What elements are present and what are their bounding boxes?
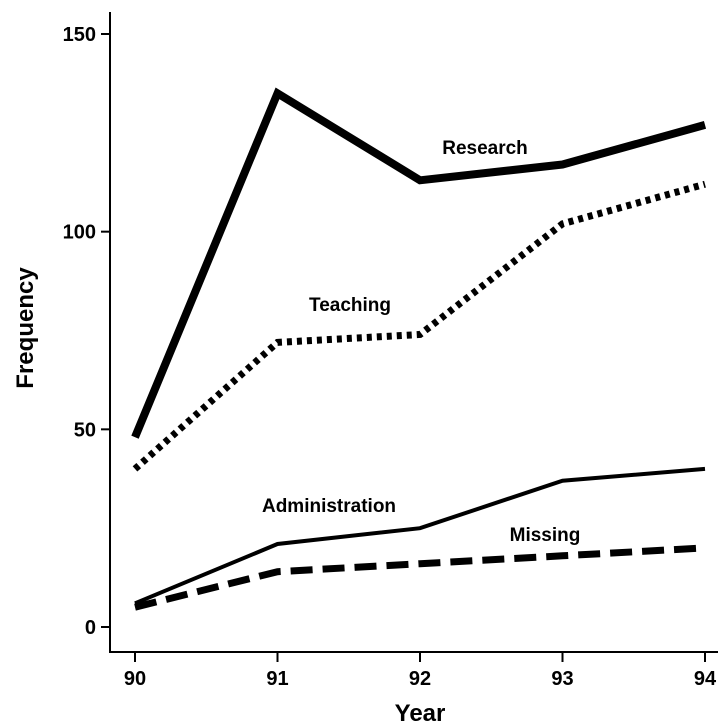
series-label-administration: Administration: [262, 496, 396, 517]
y-ticks: 0 50 100 150: [63, 24, 110, 639]
x-tick-label: 94: [694, 668, 717, 690]
series-labels: Research Teaching Administration Missing: [262, 138, 580, 546]
y-tick-label: 100: [63, 222, 96, 244]
series-line-administration: [134, 466, 706, 606]
series-line-teaching: [132, 180, 706, 472]
y-axis-title: Frequency: [12, 267, 39, 389]
y-tick-label: 50: [74, 419, 96, 441]
axes: [109, 12, 718, 653]
y-tick-label: 150: [63, 24, 96, 46]
x-tick-label: 91: [266, 668, 288, 690]
x-tick-label: 92: [409, 668, 431, 690]
series-line-research: [131, 87, 707, 439]
x-tick-label: 90: [124, 668, 146, 690]
x-tick-label: 93: [551, 668, 573, 690]
series-label-research: Research: [442, 138, 528, 159]
series-label-teaching: Teaching: [309, 295, 391, 316]
series-lines: [131, 87, 707, 611]
series-line-missing: [134, 544, 706, 611]
x-ticks: 90 91 92 93 94: [124, 652, 717, 690]
x-axis-title: Year: [395, 700, 446, 727]
y-tick-label: 0: [85, 617, 96, 639]
series-label-missing: Missing: [510, 525, 581, 546]
